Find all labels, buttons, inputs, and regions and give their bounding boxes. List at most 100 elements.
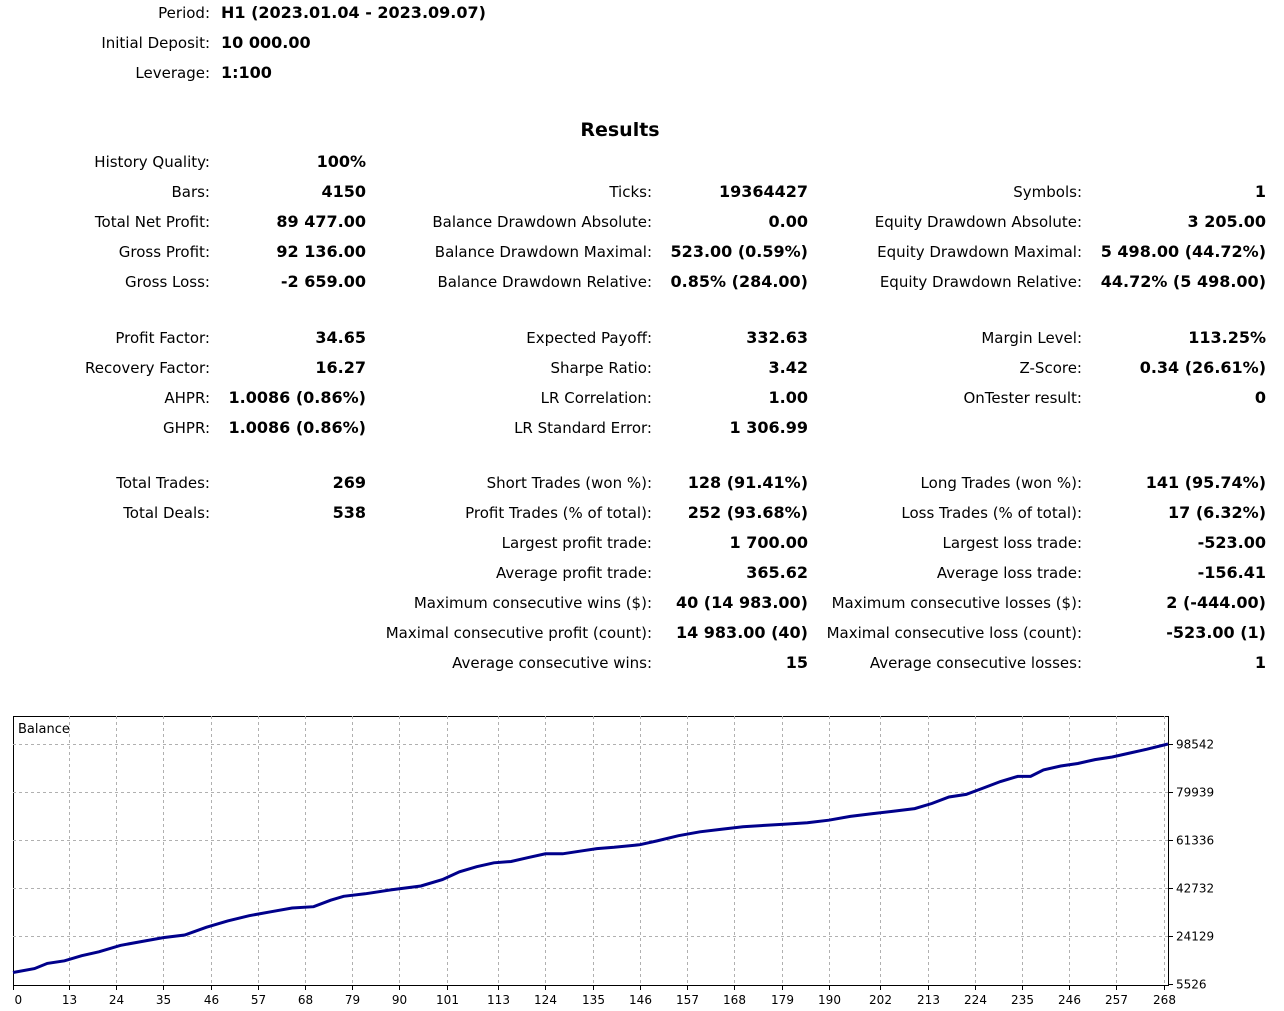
x-tick-label: 224 bbox=[964, 993, 987, 1007]
metric-value: 3 205.00 bbox=[1187, 212, 1266, 231]
y-axis-ticks: 5526 24129 42732 61336 79939 98542 bbox=[1168, 738, 1214, 992]
results-title: Results bbox=[580, 119, 660, 141]
metric-label: GHPR: bbox=[163, 419, 210, 437]
metric-value: 17 (6.32%) bbox=[1168, 503, 1266, 522]
x-tick-label: 257 bbox=[1105, 993, 1128, 1007]
metric-value: 252 (93.68%) bbox=[687, 503, 808, 522]
metric-label: Average profit trade: bbox=[495, 564, 652, 582]
metric-label: Equity Drawdown Absolute: bbox=[874, 213, 1082, 231]
metric-label: Maximal consecutive loss (count): bbox=[826, 624, 1082, 642]
metric-value: 4150 bbox=[321, 182, 366, 201]
metric-value: 1 306.99 bbox=[729, 418, 808, 437]
y-tick-label: 61336 bbox=[1176, 834, 1214, 848]
metric-value: 15 bbox=[785, 653, 808, 672]
x-tick-label: 35 bbox=[156, 993, 171, 1007]
x-tick-label: 235 bbox=[1011, 993, 1034, 1007]
y-tick-label: 98542 bbox=[1176, 738, 1214, 752]
metric-label: History Quality: bbox=[94, 153, 210, 171]
metric-label: Bars: bbox=[171, 183, 210, 201]
metric-label: Largest loss trade: bbox=[942, 534, 1082, 552]
metric-value: 14 983.00 (40) bbox=[675, 623, 808, 642]
metric-value: 89 477.00 bbox=[276, 212, 366, 231]
metric-value: 0 bbox=[1254, 388, 1266, 407]
metric-label: Balance Drawdown Absolute: bbox=[432, 213, 652, 231]
metric-label: Average consecutive wins: bbox=[452, 654, 652, 672]
header-value: 1:100 bbox=[221, 63, 272, 82]
metric-label: Loss Trades (% of total): bbox=[901, 504, 1082, 522]
metric-value: -2 659.00 bbox=[280, 272, 366, 291]
x-tick-label: 146 bbox=[629, 993, 652, 1007]
metric-label: Margin Level: bbox=[981, 329, 1082, 347]
y-tick-label: 5526 bbox=[1176, 978, 1207, 992]
metric-value: 332.63 bbox=[746, 328, 808, 347]
metric-value: 1 700.00 bbox=[729, 533, 808, 552]
header-label: Initial Deposit: bbox=[101, 34, 210, 52]
y-tick-label: 42732 bbox=[1176, 882, 1214, 896]
metric-label: Gross Profit: bbox=[118, 243, 210, 261]
metric-value: 523.00 (0.59%) bbox=[670, 242, 808, 261]
metric-value: -523.00 bbox=[1197, 533, 1266, 552]
metric-value: 365.62 bbox=[746, 563, 808, 582]
balance-chart: 5526 24129 42732 61336 79939 98542 0 13 24 35 46 5… bbox=[12, 716, 1214, 1007]
metric-label: LR Standard Error: bbox=[514, 419, 652, 437]
metric-value: 128 (91.41%) bbox=[687, 473, 808, 492]
metric-value: 0.34 (26.61%) bbox=[1139, 358, 1266, 377]
metric-value: 269 bbox=[332, 473, 366, 492]
metric-value: 3.42 bbox=[768, 358, 808, 377]
metric-label: Total Deals: bbox=[123, 504, 210, 522]
metric-label: AHPR: bbox=[164, 389, 210, 407]
metric-value: 538 bbox=[332, 503, 366, 522]
metric-label: Gross Loss: bbox=[125, 273, 210, 291]
metric-label: Z-Score: bbox=[1019, 359, 1083, 377]
y-tick-label: 24129 bbox=[1176, 930, 1214, 944]
metric-label: Balance Drawdown Maximal: bbox=[434, 243, 652, 261]
metric-value: 34.65 bbox=[315, 328, 366, 347]
metric-label: Expected Payoff: bbox=[526, 329, 652, 347]
metric-label: Maximum consecutive wins ($): bbox=[413, 594, 652, 612]
metric-label: Sharpe Ratio: bbox=[550, 359, 652, 377]
x-axis-ticks: 0 13 24 35 46 57 68 79 90 101 113 124 135 146 157 168 17… bbox=[13, 985, 1176, 1007]
metric-value: 2 (-444.00) bbox=[1166, 593, 1266, 612]
metric-label: Largest profit trade: bbox=[501, 534, 652, 552]
metric-label: Profit Trades (% of total): bbox=[465, 504, 652, 522]
chart-title: Balance bbox=[18, 722, 70, 737]
header-label: Leverage: bbox=[135, 64, 210, 82]
metric-value: 44.72% (5 498.00) bbox=[1100, 272, 1266, 291]
metric-label: Total Net Profit: bbox=[94, 213, 210, 231]
metric-label: Average loss trade: bbox=[936, 564, 1082, 582]
header-label: Period: bbox=[158, 4, 210, 22]
metric-value: 141 (95.74%) bbox=[1145, 473, 1266, 492]
metric-label: Average consecutive losses: bbox=[869, 654, 1082, 672]
x-tick-label: 101 bbox=[436, 993, 459, 1007]
metric-label: Profit Factor: bbox=[115, 329, 210, 347]
x-tick-label: 190 bbox=[818, 993, 841, 1007]
x-tick-label: 179 bbox=[771, 993, 794, 1007]
metric-value: 19364427 bbox=[718, 182, 808, 201]
metric-label: LR Correlation: bbox=[540, 389, 652, 407]
x-tick-label: 268 bbox=[1153, 993, 1176, 1007]
chart-grid bbox=[13, 716, 1168, 985]
metric-label: Total Trades: bbox=[116, 474, 210, 492]
metric-value: 5 498.00 (44.72%) bbox=[1100, 242, 1266, 261]
metric-label: Equity Drawdown Maximal: bbox=[877, 243, 1082, 261]
metric-label: Balance Drawdown Relative: bbox=[437, 273, 652, 291]
metric-value: 16.27 bbox=[315, 358, 366, 377]
x-tick-label: 157 bbox=[676, 993, 699, 1007]
x-tick-label: 79 bbox=[345, 993, 360, 1007]
header-value: H1 (2023.01.04 - 2023.09.07) bbox=[221, 3, 486, 22]
x-tick-label: 90 bbox=[392, 993, 407, 1007]
metric-label: Maximum consecutive losses ($): bbox=[831, 594, 1082, 612]
metric-value: 0.85% (284.00) bbox=[670, 272, 808, 291]
x-tick-label: 202 bbox=[869, 993, 892, 1007]
metric-label: Equity Drawdown Relative: bbox=[879, 273, 1082, 291]
header-value: 10 000.00 bbox=[221, 33, 311, 52]
y-tick-label: 79939 bbox=[1176, 786, 1214, 800]
metric-value: -523.00 (1) bbox=[1166, 623, 1266, 642]
x-tick-label: 46 bbox=[204, 993, 219, 1007]
x-tick-label: 135 bbox=[582, 993, 605, 1007]
metric-label: OnTester result: bbox=[963, 389, 1082, 407]
metric-value: 92 136.00 bbox=[276, 242, 366, 261]
x-tick-label: 246 bbox=[1058, 993, 1081, 1007]
x-tick-label: 168 bbox=[723, 993, 746, 1007]
x-tick-label: 68 bbox=[298, 993, 313, 1007]
